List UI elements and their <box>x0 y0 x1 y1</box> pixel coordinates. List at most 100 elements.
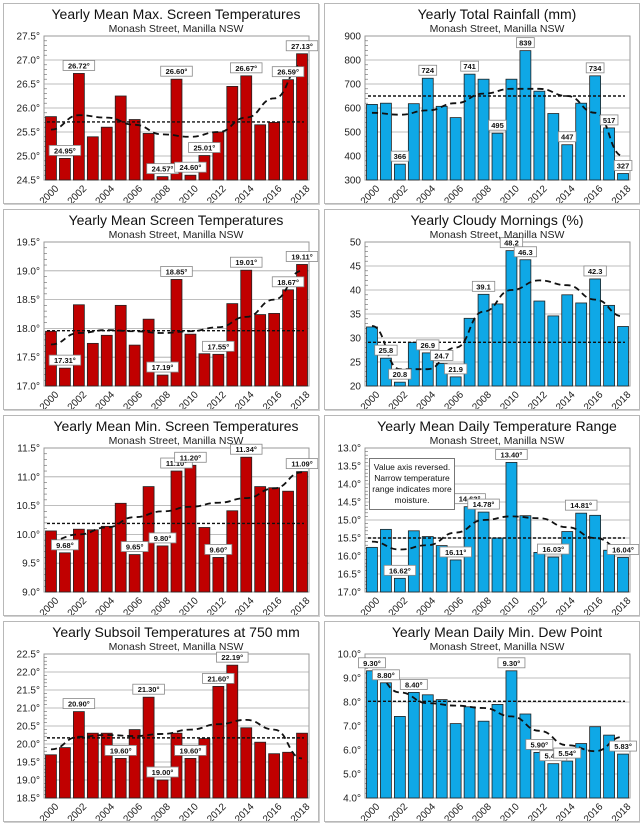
x-tick-label: 2012 <box>205 595 229 615</box>
chart-mean-temp: 17.0° 17.5° 18.0° 18.5° 19.0° 19.5° 2000 2002 20… <box>3 209 319 410</box>
bar-2000 <box>366 546 378 593</box>
y-tick-label: 6.0° <box>343 746 361 757</box>
y-tick-label: 40 <box>350 286 362 297</box>
x-tick-label: 2008 <box>470 389 494 409</box>
svg-text:21.9: 21.9 <box>448 365 463 374</box>
bar-2005 <box>114 757 127 799</box>
bar-2005 <box>435 545 448 593</box>
bar-2008 <box>156 176 169 181</box>
svg-text:22.19°: 22.19° <box>221 653 243 662</box>
data-label: 17.19° <box>146 361 179 373</box>
svg-text:14.78°: 14.78° <box>473 500 495 509</box>
data-label: 26.67° <box>230 62 263 74</box>
data-label: 24.95° <box>48 144 82 156</box>
x-tick-label: 2010 <box>177 389 201 409</box>
svg-text:17.55°: 17.55° <box>207 342 229 351</box>
y-tick-label: 19.0° <box>17 266 40 277</box>
bar-2013 <box>547 113 560 181</box>
x-tick-label: 2018 <box>289 801 313 821</box>
data-label: 366 <box>390 150 410 162</box>
y-tick-label: 14.0° <box>338 480 361 491</box>
svg-text:11.20°: 11.20° <box>180 453 201 462</box>
bar-2003 <box>86 342 99 387</box>
bar-2015 <box>254 314 267 387</box>
trend-line <box>50 718 303 760</box>
y-tick-label: 18.5° <box>17 295 40 306</box>
x-tick-label: 2012 <box>526 595 550 615</box>
bar-2014 <box>561 760 574 799</box>
bar-2016 <box>268 753 281 799</box>
svg-text:24.7: 24.7 <box>434 351 449 360</box>
svg-text:517: 517 <box>603 116 616 125</box>
data-label: 20.8 <box>388 368 412 380</box>
bar-2018 <box>296 471 308 593</box>
bar-2002 <box>72 304 85 387</box>
x-tick-label: 2000 <box>38 389 62 409</box>
y-tick-label: 4.0° <box>343 794 361 805</box>
x-tick-label: 2000 <box>359 389 383 409</box>
y-tick-label: 300 <box>344 176 361 187</box>
svg-text:19.60°: 19.60° <box>110 746 132 755</box>
chart-min-temp: 9.0° 9.5° 10.0° 10.5° 11.0° 11.5° 2000 2002 2004… <box>3 415 319 616</box>
y-tick-label: 15.5° <box>338 534 361 545</box>
data-label: 447 <box>557 131 577 143</box>
svg-text:17.31°: 17.31° <box>54 356 76 365</box>
bar-2014 <box>240 269 253 387</box>
bar-2001 <box>59 552 71 593</box>
svg-text:724: 724 <box>422 66 435 75</box>
svg-text:8.80°: 8.80° <box>377 671 395 680</box>
y-tick-label: 45 <box>350 262 362 273</box>
data-label: 5.90° <box>525 739 554 750</box>
trend-line <box>50 269 303 346</box>
data-label: 24.57° <box>146 163 179 175</box>
x-tick-label: 2016 <box>261 389 285 409</box>
x-tick-label: 2008 <box>149 183 173 203</box>
data-label: 14.78° <box>467 498 500 510</box>
x-tick-label: 2002 <box>66 389 90 409</box>
bar-2011 <box>519 713 532 799</box>
bar-2001 <box>59 747 71 799</box>
bar-2002 <box>393 716 406 799</box>
svg-text:327: 327 <box>617 162 630 171</box>
bar-2017 <box>282 751 294 799</box>
y-tick-label: 10.5° <box>17 501 40 512</box>
bar-2003 <box>407 103 420 181</box>
data-label: 16.04° <box>606 544 639 555</box>
bar-2004 <box>421 694 434 799</box>
chart-subtitle: Monash Street, Manilla NSW <box>108 23 244 35</box>
svg-text:495: 495 <box>491 121 504 130</box>
y-tick-label: 8.0° <box>343 698 361 709</box>
y-tick-label: 7.0° <box>343 722 361 733</box>
data-label: 26.72° <box>62 60 96 71</box>
bar-2006 <box>128 554 141 593</box>
y-tick-label: 20.0° <box>17 740 40 751</box>
x-tick-label: 2000 <box>359 183 383 203</box>
x-tick-label: 2016 <box>261 801 285 821</box>
y-tick-label: 21.0° <box>17 704 40 715</box>
bar-2018 <box>617 753 629 799</box>
bar-2000 <box>366 670 378 799</box>
bar-2008 <box>477 293 490 387</box>
data-label: 26.59° <box>271 66 305 78</box>
svg-text:9.80°: 9.80° <box>154 534 172 543</box>
bar-2009 <box>170 78 183 181</box>
bar-2009 <box>491 132 504 181</box>
data-label: 48.2 <box>499 237 524 249</box>
svg-text:14.81°: 14.81° <box>570 501 592 510</box>
bar-2003 <box>86 732 99 799</box>
y-tick-label: 21.5° <box>17 686 40 697</box>
data-label: 839 <box>516 37 535 49</box>
bar-2007 <box>463 73 476 181</box>
svg-text:19.60°: 19.60° <box>180 746 202 755</box>
y-tick-label: 22.0° <box>17 668 40 679</box>
svg-text:27.13°: 27.13° <box>291 42 313 51</box>
bar-2014 <box>240 727 253 799</box>
y-tick-label: 13.0° <box>338 444 361 455</box>
svg-text:26.9: 26.9 <box>420 341 435 350</box>
bar-2008 <box>156 374 169 387</box>
chart-subtitle: Monash Street, Manilla NSW <box>108 435 244 447</box>
bar-2010 <box>184 757 197 799</box>
data-label: 9.30° <box>497 657 526 669</box>
x-tick-label: 2016 <box>582 595 606 615</box>
y-tick-label: 18.0° <box>17 324 40 335</box>
